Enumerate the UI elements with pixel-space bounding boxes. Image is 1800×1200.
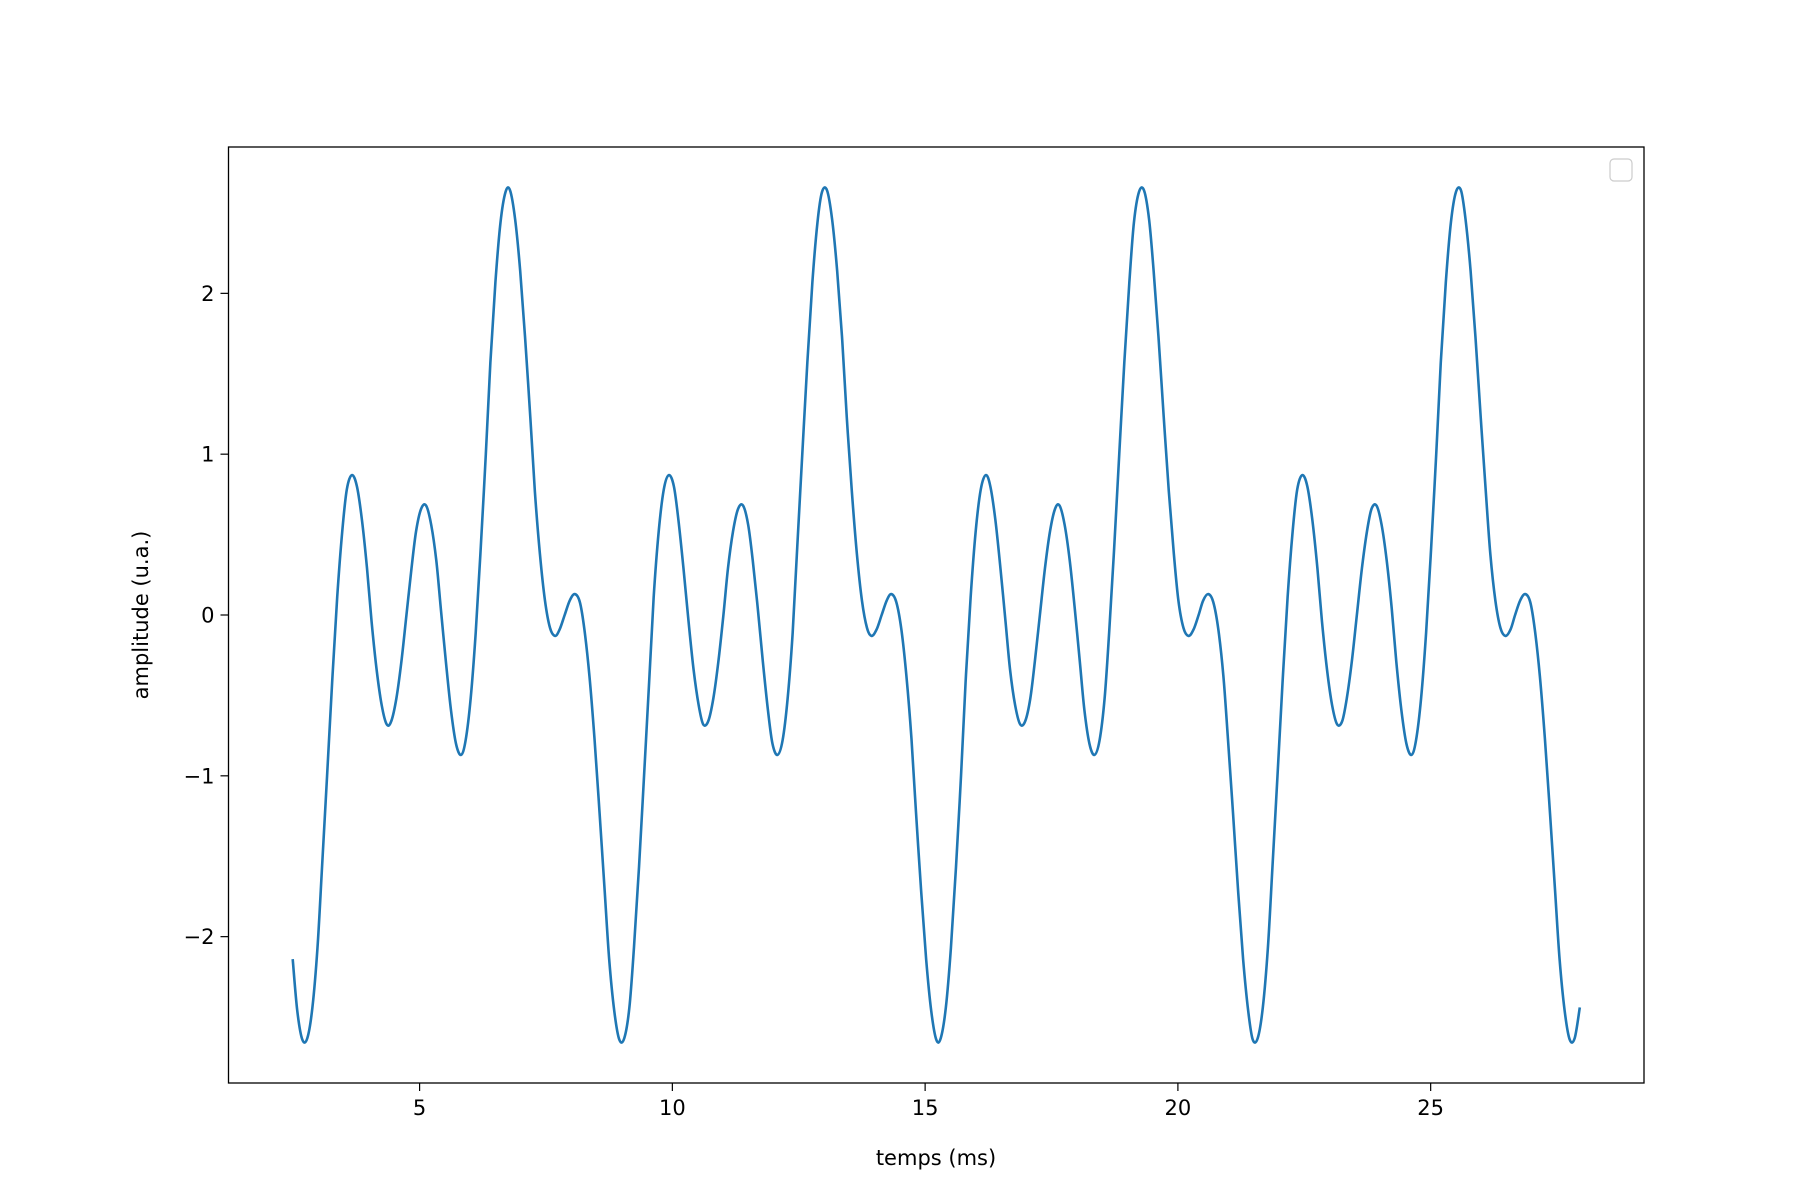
y-tick-label: 1 [201, 443, 214, 467]
x-tick-label: 10 [659, 1096, 686, 1120]
x-tick-label: 15 [912, 1096, 939, 1120]
legend-box [1609, 158, 1633, 182]
y-tick-label: −1 [184, 764, 215, 788]
plot-frame [227, 146, 1645, 1084]
x-tick-label: 20 [1165, 1096, 1192, 1120]
x-tick-label: 25 [1417, 1096, 1444, 1120]
x-axis-label: temps (ms) [876, 1146, 996, 1170]
x-tick-label: 5 [413, 1096, 426, 1120]
y-tick-label: 2 [201, 282, 214, 306]
y-axis-label: amplitude (u.a.) [129, 531, 153, 700]
data-line [291, 186, 1582, 1044]
y-tick-label: −2 [184, 925, 215, 949]
y-tick-label: 0 [201, 604, 214, 628]
